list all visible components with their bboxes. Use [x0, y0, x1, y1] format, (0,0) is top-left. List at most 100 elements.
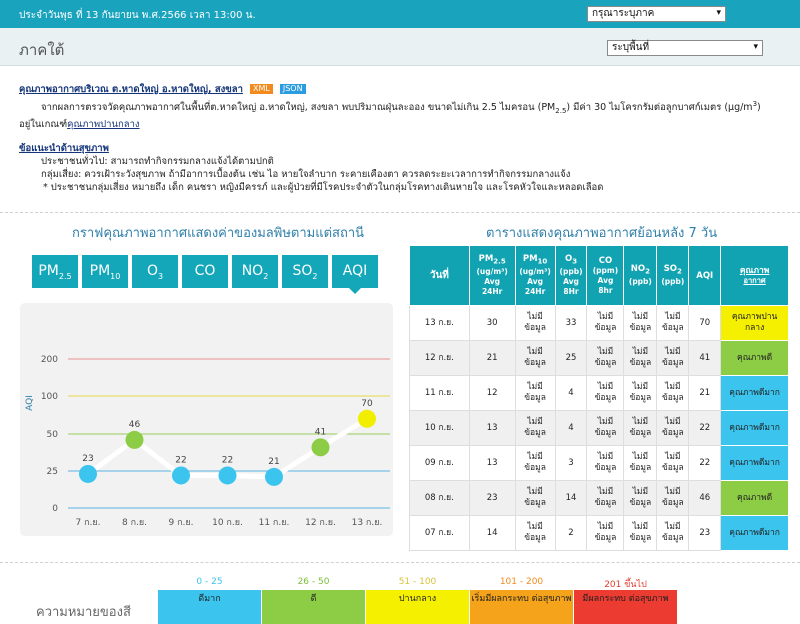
cell-so2: ไม่มี ข้อมูล: [656, 410, 690, 446]
header-text: AQI: [696, 270, 714, 281]
header-unit: (ppm): [592, 265, 619, 275]
legend-range: 0 - 25: [196, 577, 223, 587]
y-tick-label: 200: [41, 355, 58, 365]
quality-link[interactable]: คุณภาพปานกลาง: [67, 119, 140, 131]
tab-no2[interactable]: NO2: [232, 255, 278, 288]
column-header: SO2 (ppb): [656, 245, 690, 306]
y-tick-label: 0: [52, 504, 58, 514]
header-sub: 3: [572, 257, 578, 266]
tab-pm10[interactable]: PM10: [82, 255, 128, 288]
cell-co: ไม่มี ข้อมูล: [586, 445, 625, 481]
legend-range: 51 - 100: [398, 577, 437, 587]
tab-label: CO: [194, 263, 216, 279]
area-select[interactable]: ระบุพื้นที่ ▾: [607, 40, 763, 56]
cell-o3: 4: [554, 410, 588, 446]
column-header: AQI: [688, 245, 722, 306]
x-tick-label: 13 ก.ย.: [352, 518, 383, 528]
header-sub: 2: [677, 267, 682, 276]
data-point[interactable]: [218, 466, 237, 485]
cell-pm25: 13: [468, 445, 516, 481]
json-badge[interactable]: JSON: [279, 84, 306, 94]
header-unit: (ppb): [559, 266, 583, 276]
region-title: ภาคใต้: [19, 41, 65, 59]
x-tick-label: 11 ก.ย.: [259, 518, 290, 528]
x-tick-label: 8 ก.ย.: [122, 518, 147, 528]
table-row: 07 ก.ย. 14 ไม่มี ข้อมูล 2 ไม่มี ข้อมูล ไม่มี …: [409, 515, 789, 551]
cell-aqi: 23: [688, 515, 722, 551]
data-label: 23: [82, 454, 93, 464]
data-label: 22: [222, 455, 233, 465]
tab-o3[interactable]: O3: [132, 255, 178, 288]
aqi-chart: 0 25 50 100 200 AQI 7 ก.ย. 8 ก.ย. 9 ก.ย. 10 ก.ย. 1…: [25, 355, 390, 528]
data-point[interactable]: [172, 466, 190, 485]
cell-co: ไม่มี ข้อมูล: [586, 410, 625, 446]
cell-o3: 33: [554, 305, 588, 341]
legend-item: ดีมาก: [158, 590, 261, 624]
data-point[interactable]: [125, 430, 144, 449]
cell-no2: ไม่มี ข้อมูล: [623, 445, 658, 481]
cell-date: 07 ก.ย.: [409, 515, 470, 551]
tab-pm25[interactable]: PM2.5: [32, 255, 78, 288]
cell-so2: ไม่มี ข้อมูล: [656, 480, 690, 516]
header-text: วันที่: [429, 269, 449, 281]
chevron-down-icon: ▾: [716, 8, 721, 18]
cell-so2: ไม่มี ข้อมูล: [656, 515, 690, 551]
header-unit: Avg: [484, 276, 501, 286]
cell-pm10: ไม่มี ข้อมูล: [514, 445, 556, 481]
table-row: 12 ก.ย. 21 ไม่มี ข้อมูล 25 ไม่มี ข้อมูล ไม่มี…: [409, 340, 789, 376]
cell-pm25: 30: [468, 305, 516, 341]
cell-o3: 3: [554, 445, 588, 481]
cell-no2: ไม่มี ข้อมูล: [623, 375, 658, 411]
x-tick-label: 12 ก.ย.: [305, 518, 336, 528]
cell-so2: ไม่มี ข้อมูล: [656, 340, 690, 376]
cell-aqi: 22: [688, 410, 722, 446]
cell-no2: ไม่มี ข้อมูล: [623, 305, 658, 341]
cell-date: 11 ก.ย.: [409, 375, 470, 411]
region-bar: ภาคใต้ ระบุพื้นที่ ▾: [0, 28, 800, 66]
cell-co: ไม่มี ข้อมูล: [586, 375, 625, 411]
cell-pm25: 21: [468, 340, 516, 376]
divider: [0, 562, 800, 563]
legend-range: 201 ขึ้นไป: [604, 580, 647, 590]
data-point[interactable]: [358, 409, 376, 428]
station-link[interactable]: คุณภาพอากาศบริเวณ ต.หาดใหญ่ อ.หาดใหญ่, ส…: [19, 84, 243, 95]
advice-note: * ประชาชนกลุ่มเสี่ยง หมายถึง เด็ก คนชรา …: [43, 182, 604, 194]
cell-pm10: ไม่มี ข้อมูล: [514, 515, 556, 551]
graph-title: กราฟคุณภาพอากาศแสดงค่าของมลพิษตามแต่สถาน…: [72, 226, 365, 241]
station-description: จากผลการตรวจวัดคุณภาพอากาศในพื้นที่ต.หาด…: [41, 100, 761, 116]
header-text: NO: [630, 264, 646, 275]
cell-pm10: ไม่มี ข้อมูล: [514, 340, 556, 376]
cell-date: 08 ก.ย.: [409, 480, 470, 516]
xml-badge[interactable]: XML: [249, 84, 273, 94]
legend-item: เริ่มมีผลกระทบ ต่อสุขภาพ: [470, 590, 573, 624]
table-title: ตารางแสดงคุณภาพอากาศย้อนหลัง 7 วัน: [486, 226, 718, 241]
health-advice-link[interactable]: ข้อแนะนำด้านสุขภาพ: [19, 143, 109, 155]
data-point[interactable]: [311, 438, 330, 457]
cell-quality: คุณภาพดีมาก: [720, 445, 789, 481]
region-select[interactable]: กรุณาระบุภาค ▾: [587, 6, 726, 22]
cell-quality: คุณภาพดีมาก: [720, 515, 789, 551]
tab-aqi[interactable]: AQI: [332, 255, 378, 294]
tab-co[interactable]: CO: [182, 255, 228, 288]
legend-item: ปานกลาง: [366, 590, 469, 624]
data-label: 22: [175, 455, 186, 465]
column-header: NO2 (ppb): [623, 245, 658, 306]
data-point[interactable]: [265, 467, 283, 486]
cell-no2: ไม่มี ข้อมูล: [623, 340, 658, 376]
header-unit: (ppb): [628, 276, 652, 286]
aqi-chart-panel: 0 25 50 100 200 AQI 7 ก.ย. 8 ก.ย. 9 ก.ย. 10 ก.ย. 1…: [20, 303, 393, 536]
header-text: CO: [598, 255, 613, 266]
tab-so2[interactable]: SO2: [282, 255, 328, 288]
tab-label: PM: [89, 263, 111, 279]
header-unit: 8hr: [598, 285, 613, 295]
data-point[interactable]: [79, 464, 97, 483]
cell-no2: ไม่มี ข้อมูล: [623, 515, 658, 551]
legend-range: 101 - 200: [499, 577, 544, 587]
station-info: คุณภาพอากาศบริเวณ ต.หาดใหญ่ อ.หาดใหญ่, ส…: [19, 83, 789, 194]
cell-so2: ไม่มี ข้อมูล: [656, 445, 690, 481]
cell-date: 10 ก.ย.: [409, 410, 470, 446]
cell-aqi: 22: [688, 445, 722, 481]
data-label: 70: [361, 399, 373, 409]
cell-pm25: 13: [468, 410, 516, 446]
column-header: PM2.5 (ug/m³) Avg 24Hr: [468, 245, 516, 306]
